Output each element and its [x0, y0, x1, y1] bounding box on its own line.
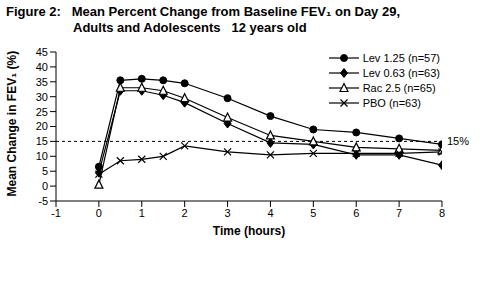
- html-text:Lev 0.63 (n=63): Lev 0.63 (n=63): [362, 66, 440, 79]
- svg-text:35: 35: [36, 76, 48, 88]
- svg-text:-5: -5: [38, 195, 48, 207]
- svg-text:3: 3: [224, 207, 230, 219]
- html-text:Adults and Adolescents 12 year: Adults and Adolescents 12 years old: [73, 20, 307, 35]
- svg-text:0: 0: [96, 207, 102, 219]
- svg-text:1: 1: [139, 207, 145, 219]
- svg-text:30: 30: [36, 91, 48, 103]
- svg-text:-1: -1: [51, 207, 61, 219]
- svg-text:5: 5: [310, 207, 316, 219]
- svg-text:15: 15: [36, 135, 48, 147]
- html-text:Rac 2.5 (n=65): Rac 2.5 (n=65): [362, 81, 436, 94]
- svg-text:7: 7: [396, 207, 402, 219]
- svg-text:10: 10: [36, 150, 48, 162]
- svg-text:2: 2: [182, 207, 188, 219]
- svg-text:Time (hours): Time (hours): [213, 224, 285, 238]
- svg-text:8: 8: [439, 207, 445, 219]
- svg-text:Mean Change in FEV₁ (%): Mean Change in FEV₁ (%): [8, 51, 19, 197]
- html-text:Lev 1.25 (n=57): Lev 1.25 (n=57): [362, 51, 440, 64]
- svg-text:40: 40: [36, 61, 48, 73]
- svg-text:25: 25: [36, 106, 48, 118]
- svg-text:0: 0: [42, 180, 48, 192]
- svg-text:20: 20: [36, 120, 48, 132]
- svg-text:45: 45: [36, 46, 48, 58]
- html-text:Figure 2: Mean Percent Change: Figure 2: Mean Percent Change from Basel…: [6, 4, 400, 19]
- svg-text:5: 5: [42, 165, 48, 177]
- svg-text:4: 4: [267, 207, 273, 219]
- svg-text:15%: 15%: [447, 135, 469, 147]
- html-text:PBO (n=63): PBO (n=63): [362, 96, 421, 109]
- svg-text:6: 6: [353, 207, 359, 219]
